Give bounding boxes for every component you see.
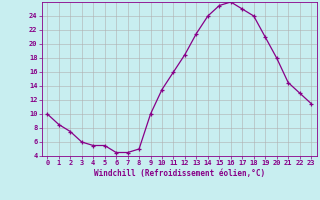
X-axis label: Windchill (Refroidissement éolien,°C): Windchill (Refroidissement éolien,°C) xyxy=(94,169,265,178)
